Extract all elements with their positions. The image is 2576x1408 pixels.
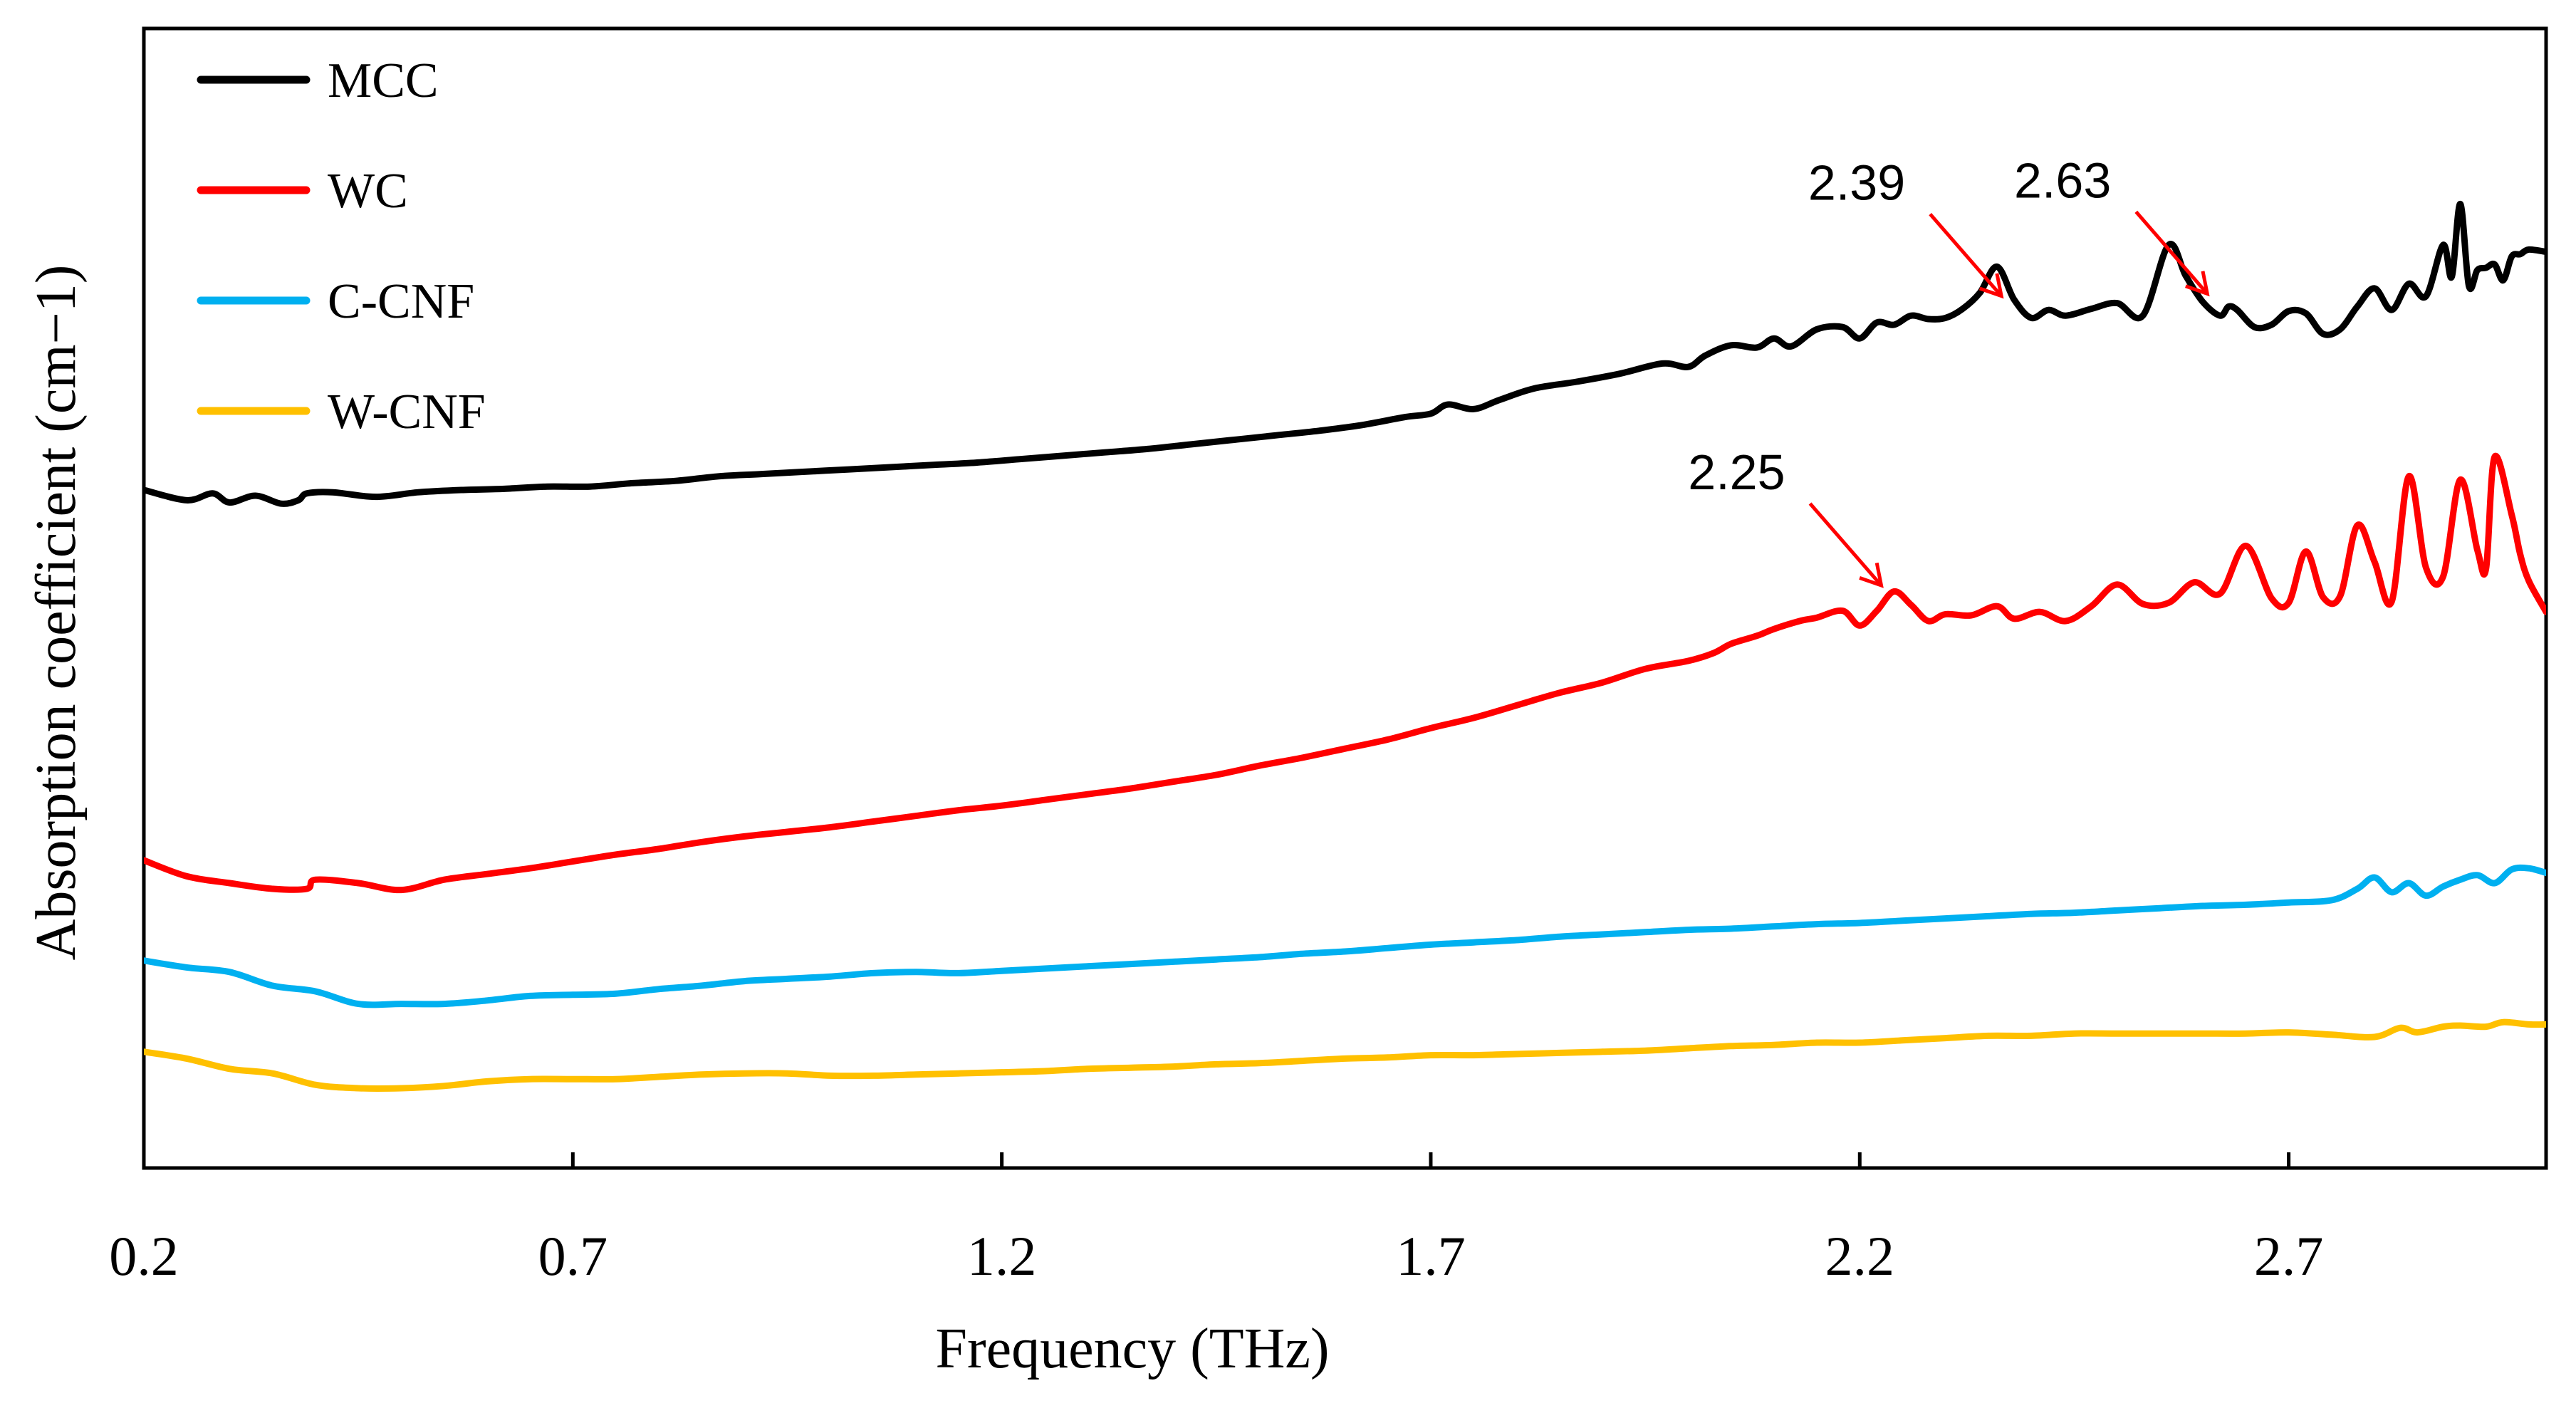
- legend-label: C-CNF: [328, 274, 474, 329]
- x-axis-label: Frequency (THz): [935, 1318, 1329, 1380]
- y-axis-label: Absorption coefficient (cm−1): [25, 265, 88, 961]
- series-line-c-cnf: [144, 864, 2546, 1008]
- legend-item-w-cnf: W-CNF: [197, 385, 486, 439]
- legend-label: MCC: [328, 53, 439, 108]
- x-axis-ticks: 0.2 0.7 1.2 1.7 2.2 2.7: [109, 1152, 2323, 1287]
- annotation-arrow: [2134, 210, 2210, 297]
- x-tick-label: 0.7: [538, 1225, 608, 1287]
- annotation-layer: 2.39 2.63 2.25: [1688, 152, 2210, 588]
- annotation-arrow: [1929, 212, 2004, 299]
- legend-item-c-cnf: C-CNF: [197, 274, 474, 329]
- annotation-label: 2.25: [1688, 444, 1785, 500]
- legend-item-wc: WC: [197, 164, 408, 219]
- legend-label: WC: [328, 164, 408, 219]
- x-tick-label: 2.2: [1825, 1225, 1895, 1287]
- annotation-label: 2.39: [1808, 155, 1905, 211]
- x-tick-label: 0.2: [109, 1225, 179, 1287]
- legend-item-mcc: MCC: [197, 53, 439, 108]
- legend-label: W-CNF: [328, 385, 486, 439]
- x-tick-label: 1.2: [967, 1225, 1037, 1287]
- plot-frame: [142, 26, 2548, 1170]
- annotation-arrow: [1808, 502, 1884, 588]
- x-tick-label: 1.7: [1396, 1225, 1466, 1287]
- x-tick-label: 2.7: [2254, 1225, 2324, 1287]
- series-line-mcc: [144, 200, 2546, 507]
- annotation-label: 2.63: [2014, 152, 2111, 208]
- series-line-wc: [144, 452, 2546, 894]
- series-layer: [144, 200, 2546, 1092]
- legend: MCC WC C-CNF W-CNF: [197, 53, 486, 439]
- series-line-w-cnf: [144, 1018, 2546, 1092]
